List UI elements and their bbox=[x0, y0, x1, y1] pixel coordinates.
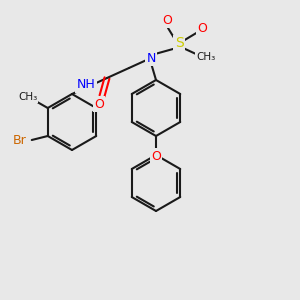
Text: O: O bbox=[94, 98, 104, 110]
Text: NH: NH bbox=[76, 79, 95, 92]
Text: S: S bbox=[175, 36, 183, 50]
Text: O: O bbox=[197, 22, 207, 34]
Text: CH₃: CH₃ bbox=[196, 52, 216, 62]
Text: O: O bbox=[151, 149, 161, 163]
Text: O: O bbox=[162, 14, 172, 26]
Text: N: N bbox=[146, 52, 156, 64]
Text: Br: Br bbox=[13, 134, 27, 146]
Text: CH₃: CH₃ bbox=[18, 92, 38, 102]
